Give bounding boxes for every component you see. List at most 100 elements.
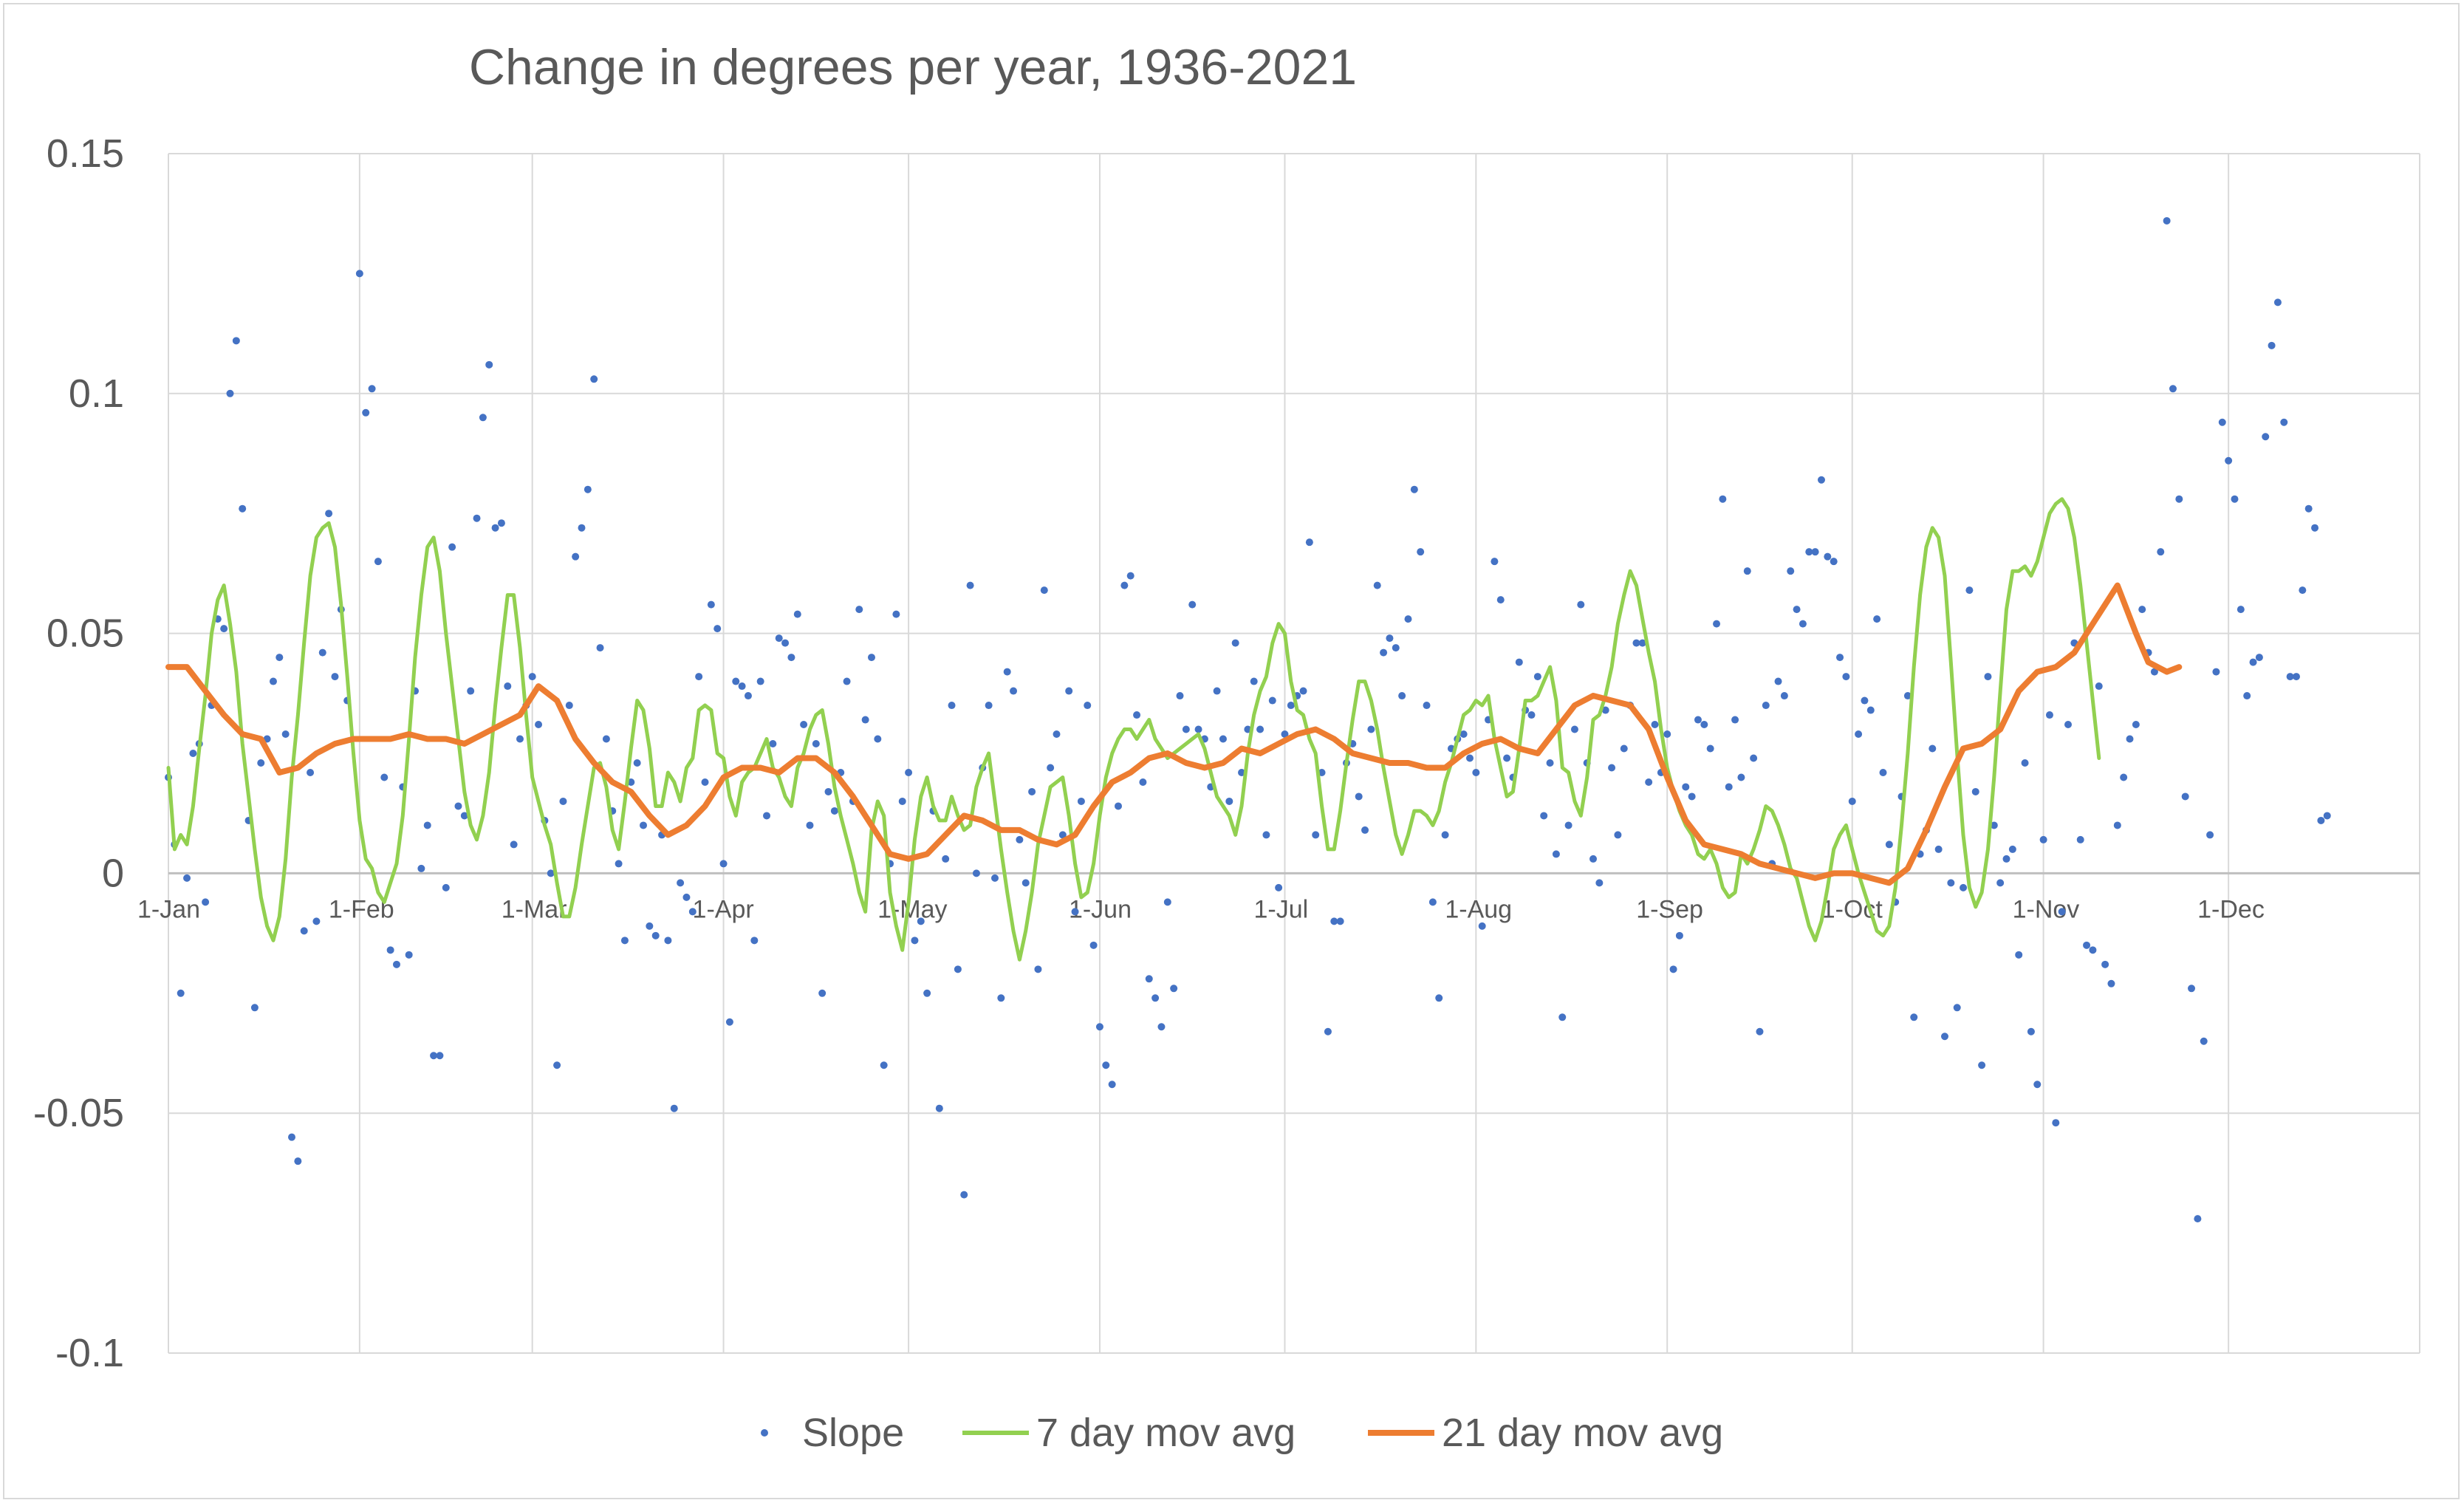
slope-point <box>2280 418 2288 426</box>
slope-point <box>633 759 641 767</box>
slope-point <box>547 869 555 877</box>
slope-point <box>2273 298 2282 307</box>
slope-point <box>781 639 790 647</box>
slope-point <box>1238 768 1246 776</box>
slope-point <box>769 740 777 748</box>
slope-point <box>1719 495 1727 503</box>
slope-point <box>1071 908 1079 916</box>
slope-point <box>281 730 290 739</box>
slope-point <box>1601 706 1609 714</box>
slope-point <box>1743 567 1751 575</box>
chart-frame <box>3 3 2460 1499</box>
slope-point <box>226 389 234 397</box>
slope-point <box>2157 548 2165 556</box>
slope-point <box>1305 538 1313 547</box>
slope-point <box>177 989 185 997</box>
slope-point <box>738 682 746 691</box>
slope-point <box>664 937 672 945</box>
legend-label-7-day: 7 day mov avg <box>1036 1411 1296 1455</box>
x-tick-label: 1-Nov <box>2013 895 2080 923</box>
x-tick-label: 1-Jan <box>137 895 200 923</box>
slope-point <box>1428 898 1437 906</box>
slope-point <box>1373 581 1381 589</box>
slope-point <box>1700 721 1708 729</box>
slope-point <box>307 768 315 776</box>
slope-point <box>1713 620 1721 628</box>
slope-point <box>695 673 703 681</box>
slope-point <box>1139 778 1147 786</box>
slope-point <box>1885 840 1893 849</box>
slope-point <box>1805 548 1813 556</box>
slope-point <box>1151 994 1160 1002</box>
slope-point <box>713 625 722 633</box>
slope-point <box>578 524 586 532</box>
slope-point <box>2027 1027 2035 1035</box>
x-axis-tick-labels: 1-Jan 1-Feb 1-Mar 1-Apr 1-May 1-Jun 1-Jul 1-Aug… <box>137 895 2265 923</box>
slope-point <box>1651 721 1659 729</box>
slope-point <box>2268 341 2276 349</box>
slope-point <box>775 634 783 643</box>
slope-point <box>491 524 499 532</box>
slope-point <box>651 931 660 939</box>
y-tick-label: 0.05 <box>47 612 124 656</box>
slope-point <box>1787 567 1795 575</box>
slope-point <box>1965 586 1974 595</box>
slope-point <box>1095 1023 1103 1031</box>
slope-point <box>942 855 950 863</box>
slope-point <box>707 600 715 609</box>
slope-point <box>1404 615 1412 623</box>
slope-point <box>1299 687 1307 695</box>
slope-point <box>1984 673 1992 681</box>
slope-point <box>1108 1081 1116 1089</box>
slope-point <box>1275 883 1283 891</box>
slope-point <box>719 860 728 868</box>
slope-point <box>183 874 191 882</box>
slope-point <box>1115 802 1123 810</box>
slope-point <box>1830 558 1838 566</box>
slope-point <box>239 504 247 513</box>
slope-point <box>202 898 210 906</box>
slope-point <box>2039 835 2047 843</box>
slope-point <box>1725 783 1733 791</box>
slope-point <box>392 960 400 968</box>
slope-point <box>1731 716 1739 724</box>
slope-point <box>1996 879 2005 887</box>
slope-point <box>972 869 980 877</box>
slope-point <box>1632 639 1640 647</box>
slope-point <box>257 759 265 767</box>
x-tick-label: 1-Jun <box>1069 895 1132 923</box>
slope-point <box>1614 831 1622 839</box>
slope-point <box>917 917 925 925</box>
slope-point <box>2163 216 2171 225</box>
legend-label-21-day: 21 day mov avg <box>1442 1411 1723 1455</box>
slope-point <box>2015 951 2023 959</box>
slope-point <box>1231 639 1239 647</box>
slope-point <box>374 558 382 566</box>
slope-point <box>2138 606 2146 614</box>
slope-point <box>473 514 481 522</box>
slope-point <box>1182 725 1190 733</box>
slope-point <box>1737 773 1745 781</box>
slope-point <box>824 787 832 795</box>
slope-point <box>1780 692 1788 700</box>
slope-point <box>559 797 567 805</box>
slope-point <box>1953 1004 1961 1012</box>
slope-point <box>1929 744 1937 753</box>
slope-point <box>725 1018 733 1026</box>
slope-point <box>1281 730 1289 739</box>
slope-point <box>1491 558 1499 566</box>
slope-point <box>2262 433 2270 441</box>
slope-point <box>1478 922 1486 930</box>
legend-item-slope: Slope <box>761 1411 904 1455</box>
slope-point <box>2237 606 2245 614</box>
slope-point <box>2008 845 2016 853</box>
slope-point <box>812 740 820 748</box>
slope-point <box>2292 673 2300 681</box>
slope-point <box>818 989 827 997</box>
slope-point <box>2181 792 2189 801</box>
slope-point <box>1564 821 1572 829</box>
slope-point <box>935 1104 943 1112</box>
slope-point <box>602 735 610 743</box>
slope-point <box>985 702 993 710</box>
slope-point <box>220 625 228 633</box>
